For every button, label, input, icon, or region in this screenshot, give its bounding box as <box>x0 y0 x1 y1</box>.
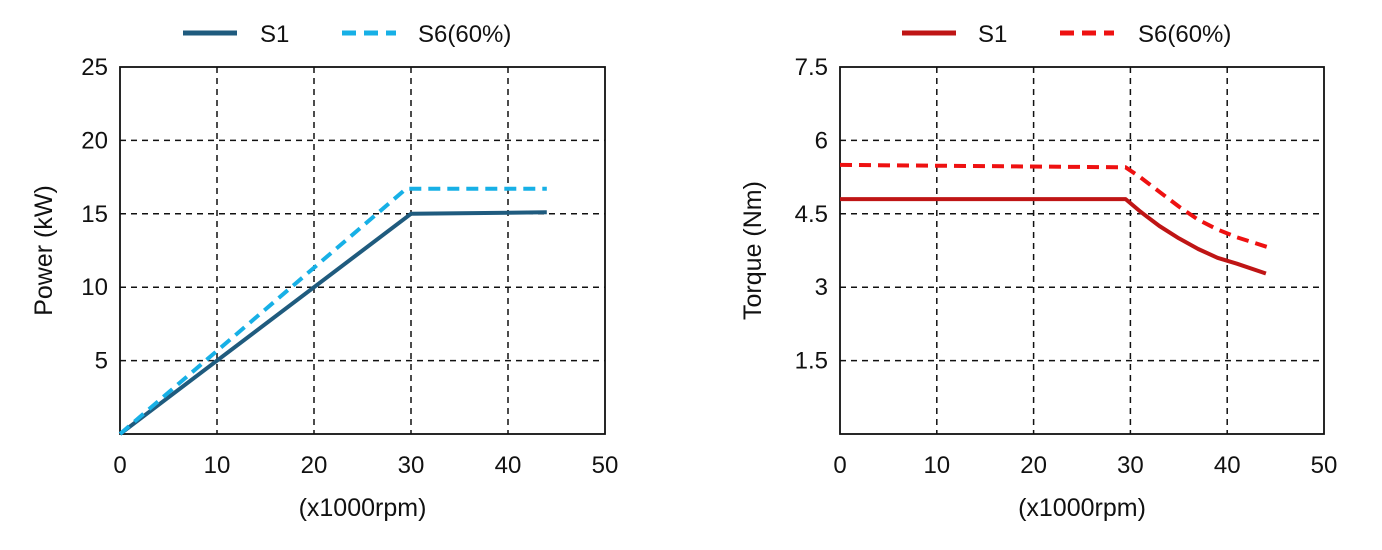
x-tick-label: 30 <box>398 452 425 479</box>
y-tick-label: 15 <box>81 201 108 228</box>
x-tick-label: 30 <box>1117 452 1144 479</box>
series-line-s6-60 <box>118 186 547 436</box>
y-tick-label: 20 <box>81 127 108 154</box>
x-tick-label: 0 <box>833 452 846 479</box>
legend: S1 S6(60%) <box>183 21 511 48</box>
legend-label: S1 <box>260 21 289 48</box>
legend-label: S6(60%) <box>418 21 511 48</box>
chart-panel-2: 0 10 20 30 40 50 1.5 3 4.5 6 7.5 (x1000rpm) Torque (… <box>739 21 1337 522</box>
x-axis-label: (x1000rpm) <box>299 494 427 522</box>
plot-frame <box>839 66 1325 435</box>
series-line-s6-60 <box>839 162 1272 251</box>
legend-label: S6(60%) <box>1138 21 1231 48</box>
y-axis-label: Torque (Nm) <box>739 181 767 320</box>
y-tick-label: 7.5 <box>795 54 828 81</box>
x-tick-label: 50 <box>1311 452 1338 479</box>
y-tick-label: 3 <box>815 274 828 301</box>
y-axis-label: Power (kW) <box>30 185 58 316</box>
x-tick-label: 10 <box>204 452 231 479</box>
x-tick-label: 50 <box>592 452 619 479</box>
y-tick-label: 10 <box>81 274 108 301</box>
y-tick-label: 4.5 <box>795 201 828 228</box>
y-tick-label: 6 <box>815 127 828 154</box>
x-tick-label: 20 <box>301 452 328 479</box>
x-tick-label: 40 <box>1214 452 1241 479</box>
x-tick-label: 20 <box>1020 452 1047 479</box>
plot-frame <box>119 66 606 435</box>
series-line-s1 <box>118 210 547 436</box>
x-axis-label: (x1000rpm) <box>1018 494 1146 522</box>
y-tick-label: 1.5 <box>795 348 828 375</box>
y-tick-label: 5 <box>95 348 108 375</box>
y-tick-label: 25 <box>81 54 108 81</box>
x-tick-label: 0 <box>113 452 126 479</box>
legend: S1 S6(60%) <box>902 21 1231 48</box>
x-tick-label: 10 <box>923 452 950 479</box>
series-line-s1 <box>840 197 1267 276</box>
legend-label: S1 <box>978 21 1007 48</box>
x-tick-label: 40 <box>495 452 522 479</box>
chart-panel-1: 0 10 20 30 40 50 5 10 15 20 25 (x1000rpm) Power (kW)… <box>30 21 618 522</box>
